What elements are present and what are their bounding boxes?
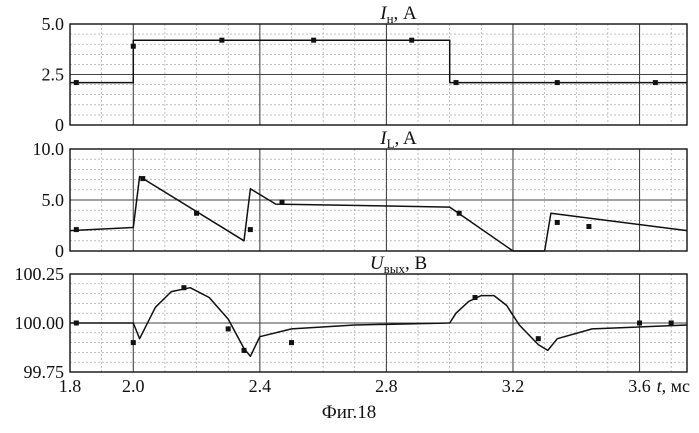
y-tick-label: 0 — [55, 241, 64, 261]
x-tick-label: 1.8 — [59, 376, 82, 396]
x-axis: 1.8 2.0 2.4 2.8 3.2 3.6 t, мс — [59, 376, 690, 396]
y-tick-label: 2.5 — [42, 65, 65, 85]
data-marker — [131, 340, 136, 345]
data-marker — [454, 80, 459, 85]
panel-2: 0 5.0 10.0 IL, A — [33, 128, 688, 261]
data-marker — [74, 321, 79, 326]
data-marker — [181, 285, 186, 290]
y-tick-label: 10.0 — [33, 139, 65, 159]
data-marker — [653, 80, 658, 85]
data-marker — [248, 227, 253, 232]
y-tick-label: 100.25 — [15, 264, 65, 284]
data-marker — [473, 295, 478, 300]
y-tick-label: 100.00 — [15, 313, 65, 333]
data-marker — [457, 211, 462, 216]
data-marker — [536, 336, 541, 341]
panel-title: Iн, A — [379, 3, 417, 26]
data-marker — [289, 340, 294, 345]
figure-caption: Фиг.18 — [322, 402, 377, 423]
y-tick-label: 5.0 — [42, 14, 65, 34]
data-marker — [194, 211, 199, 216]
data-marker — [74, 227, 79, 232]
data-marker — [242, 348, 247, 353]
series-line — [70, 177, 687, 252]
x-tick-label: 2.4 — [249, 376, 272, 396]
data-marker — [409, 38, 414, 43]
x-axis-label: t, мс — [657, 376, 690, 396]
panel-1: 0 2.5 5.0 Iн, A — [42, 3, 688, 135]
data-marker — [555, 220, 560, 225]
x-tick-label: 3.6 — [628, 376, 651, 396]
data-marker — [140, 176, 145, 181]
x-tick-label: 3.2 — [502, 376, 525, 396]
data-marker — [131, 44, 136, 49]
series-line — [70, 288, 687, 357]
chart-panels: 02.55.0Iн, A05.010.0IL, A99.75100.00100.… — [15, 3, 688, 382]
data-marker — [669, 321, 674, 326]
data-marker — [226, 326, 231, 331]
x-tick-label: 2.8 — [375, 376, 398, 396]
data-marker — [74, 80, 79, 85]
data-marker — [586, 224, 591, 229]
x-tick-label: 2.0 — [122, 376, 145, 396]
panel-title: IL, A — [379, 128, 417, 151]
y-tick-label: 0 — [55, 115, 64, 135]
y-tick-label: 5.0 — [42, 190, 65, 210]
data-marker — [219, 38, 224, 43]
series-line — [70, 40, 687, 82]
data-marker — [311, 38, 316, 43]
panel-title: Uвых, B — [370, 253, 427, 276]
data-marker — [637, 321, 642, 326]
data-marker — [555, 80, 560, 85]
panel-3: 99.75100.00100.25Uвых, B — [15, 253, 688, 382]
data-marker — [279, 200, 284, 205]
